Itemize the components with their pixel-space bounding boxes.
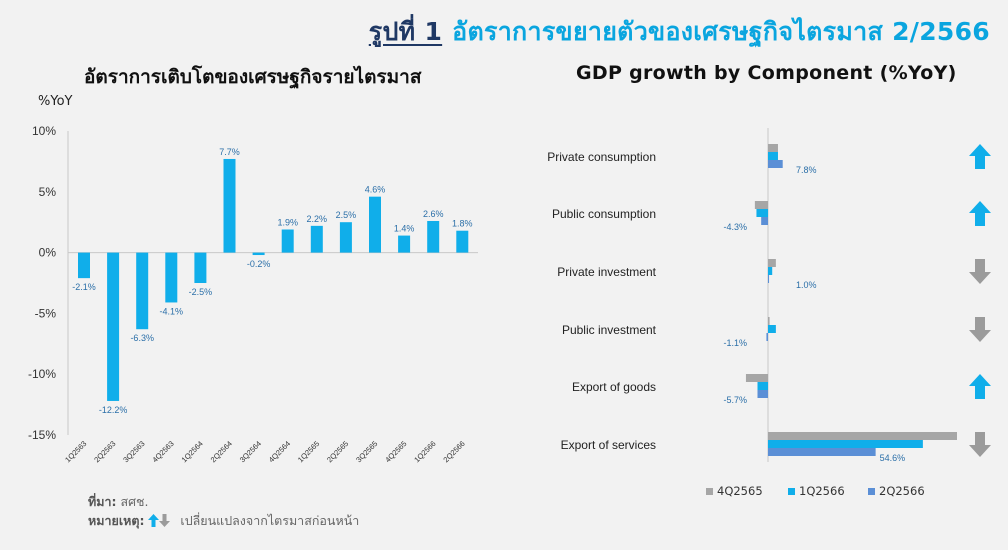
bar-4Q2563	[165, 252, 178, 303]
legend-swatch-1	[706, 488, 713, 495]
data-label-2Q2566: 1.8%	[452, 219, 473, 229]
figure-number: รูปที่ 1	[368, 17, 443, 46]
data-label-4Q2565: 1.4%	[394, 224, 415, 234]
note-text: เปลี่ยนแปลงจากไตรมาสก่อนหน้า	[180, 513, 360, 528]
data-label-4Q2564: 1.9%	[277, 217, 298, 227]
bar-2Q2566	[456, 230, 469, 253]
data-label-3Q2564: -0.2%	[247, 259, 271, 269]
data-label-2Q2564: 7.7%	[219, 147, 240, 157]
data-label-3Q2565: 4.6%	[365, 185, 386, 195]
y-axis-unit: %YoY	[38, 94, 73, 109]
data-label: 7.8%	[796, 165, 817, 175]
category-label: Private investment	[557, 265, 656, 279]
legend-item-3: 2Q2566	[868, 484, 925, 498]
data-label-1Q2563: -2.1%	[72, 282, 96, 292]
bar-1Q2563	[78, 252, 90, 279]
bar-4Q2565	[768, 432, 957, 440]
y-tick-label: 0%	[39, 246, 57, 260]
y-tick-label: -5%	[35, 306, 57, 320]
bar-1Q2566	[757, 382, 768, 390]
data-label-1Q2565: 2.2%	[307, 214, 328, 224]
bar-2Q2566	[768, 275, 770, 283]
bar-1Q2566	[756, 209, 768, 217]
bar-1Q2566	[768, 152, 778, 160]
bar-3Q2563	[136, 252, 149, 330]
bar-1Q2564	[194, 252, 207, 283]
bar-2Q2565	[339, 222, 352, 253]
legend-item-2: 1Q2566	[788, 484, 845, 498]
legend-label-3: 2Q2566	[879, 484, 925, 498]
bar-1Q2566	[427, 220, 440, 253]
bar-2Q2566	[768, 448, 876, 456]
arrow-up-icon	[969, 201, 991, 226]
figure-title-text: อัตราการขยายตัวของเศรษฐกิจไตรมาส 2/2566	[452, 17, 990, 46]
bar-4Q2564	[281, 229, 294, 253]
left-chart-title: อัตราการเติบโตของเศรษฐกิจรายไตรมาส	[84, 66, 422, 88]
category-label: Export of services	[561, 438, 656, 452]
bar-3Q2564	[252, 252, 265, 256]
bar-4Q2565	[768, 259, 776, 267]
bar-1Q2566	[768, 325, 776, 333]
change-note: หมายเหตุ: เปลี่ยนแปลงจากไตรมาสก่อนหน้า	[88, 511, 359, 531]
data-label: 1.0%	[796, 280, 817, 290]
arrow-down-icon	[969, 317, 991, 342]
source-text: สศช.	[120, 494, 149, 509]
legend-swatch-2	[788, 488, 795, 495]
source-label: ที่มา:	[88, 494, 117, 509]
arrow-up-icon	[148, 514, 160, 527]
legend-label-1: 4Q2565	[717, 484, 763, 498]
bar-2Q2566	[768, 160, 783, 168]
bar-1Q2566	[768, 440, 923, 448]
arrow-up-icon	[969, 144, 991, 169]
right-chart-title: GDP growth by Component (%YoY)	[576, 62, 957, 84]
category-label: Public consumption	[552, 207, 656, 221]
source-note: ที่มา: สศช.	[88, 492, 149, 512]
legend-swatch-3	[868, 488, 875, 495]
bar-4Q2565	[398, 235, 411, 253]
data-label-3Q2563: -6.3%	[130, 333, 154, 343]
y-tick-label: -10%	[28, 367, 56, 381]
category-label: Export of goods	[572, 380, 656, 394]
data-label-1Q2564: -2.5%	[189, 287, 213, 297]
data-label: -1.1%	[723, 338, 747, 348]
y-tick-label: -15%	[28, 428, 56, 442]
data-label-2Q2565: 2.5%	[336, 210, 357, 220]
legend-item-1: 4Q2565	[706, 484, 763, 498]
bar-4Q2565	[754, 201, 768, 209]
figure-title: รูปที่ 1 อัตราการขยายตัวของเศรษฐกิจไตรมาส…	[369, 12, 990, 52]
legend-label-2: 1Q2566	[799, 484, 845, 498]
bar-4Q2565	[768, 144, 778, 152]
data-label: -4.3%	[723, 222, 747, 232]
category-label: Public investment	[562, 323, 657, 337]
note-label: หมายเหตุ:	[88, 513, 145, 528]
data-label-4Q2563: -4.1%	[160, 306, 184, 316]
arrow-down-icon	[969, 432, 991, 457]
data-label-1Q2566: 2.6%	[423, 209, 444, 219]
arrow-down-icon	[159, 514, 171, 527]
bar-3Q2565	[369, 196, 381, 253]
bar-4Q2565	[768, 317, 770, 325]
arrow-up-icon	[969, 374, 991, 399]
arrow-down-icon	[969, 259, 991, 284]
bar-2Q2566	[766, 333, 768, 341]
bar-1Q2565	[310, 225, 323, 253]
bar-2Q2566	[757, 390, 768, 398]
bar-2Q2563	[107, 252, 120, 401]
bar-1Q2566	[768, 267, 773, 275]
bar-2Q2564	[223, 158, 236, 253]
bar-2Q2566	[761, 217, 768, 225]
y-tick-label: 10%	[32, 124, 56, 138]
y-tick-label: 5%	[39, 185, 57, 199]
data-label: -5.7%	[723, 395, 747, 405]
data-label: 54.6%	[880, 453, 906, 463]
quarterly-growth-chart: 10%5%0%-5%-10%-15%-2.1%1Q2563-12.2%2Q256…	[28, 124, 478, 464]
data-label-2Q2563: -12.2%	[99, 405, 128, 415]
category-label: Private consumption	[547, 150, 656, 164]
bar-4Q2565	[745, 374, 768, 382]
